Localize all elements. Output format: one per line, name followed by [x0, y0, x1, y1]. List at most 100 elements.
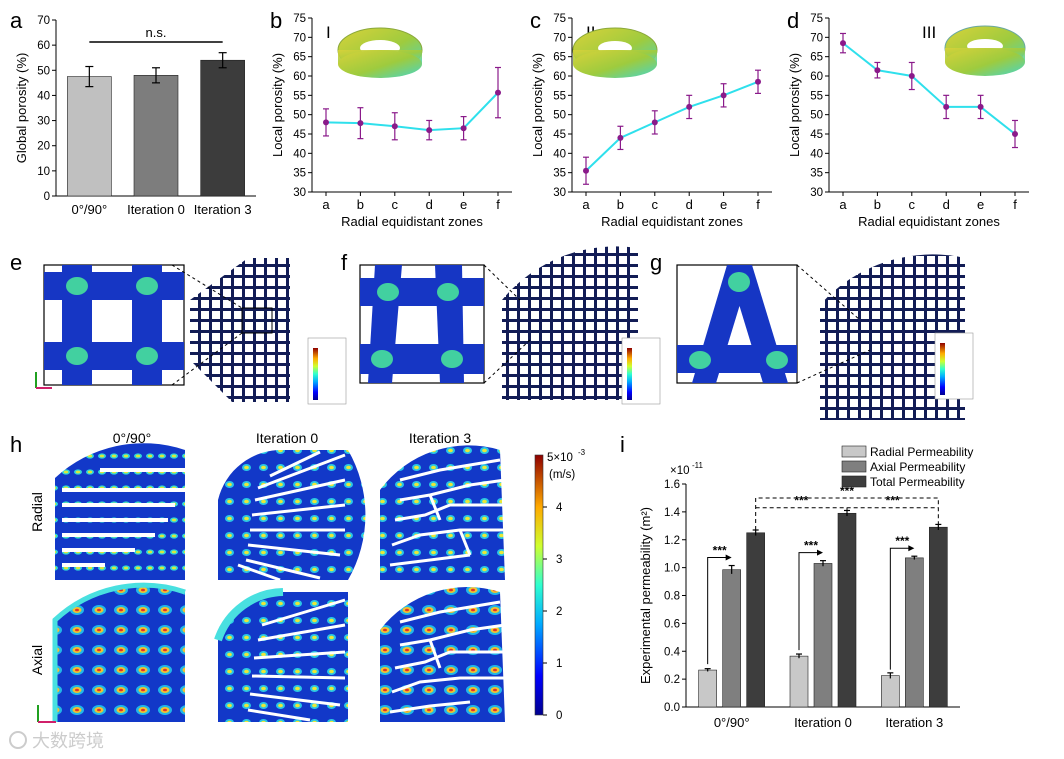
i-within-bracket	[889, 547, 911, 670]
a-bar	[133, 75, 179, 197]
d-y-tick-label: 70	[810, 32, 823, 44]
a-y-tick-label: 30	[37, 116, 50, 128]
a-y-tick-label: 50	[37, 65, 50, 77]
d-data-point	[943, 103, 950, 110]
i-x-tick-label: Iteration 3	[885, 715, 943, 730]
h-row-label-radial: Radial	[29, 492, 45, 532]
panel-label-b: b	[270, 8, 282, 33]
b-y-tick-label: 55	[293, 90, 306, 102]
a-significance-label: n.s.	[146, 25, 167, 40]
a-y-axis-label: Global porosity (%)	[14, 53, 29, 164]
c-x-tick-label: f	[756, 197, 760, 212]
d-x-tick-label: b	[874, 197, 881, 212]
b-x-axis-label: Radial equidistant zones	[341, 214, 483, 229]
i-bar	[837, 512, 857, 708]
a-y-tick-label: 20	[37, 141, 50, 153]
i-y-tick-label: 0.0	[664, 702, 680, 714]
i-within-bracket	[798, 552, 819, 651]
chart-i-permeability: 0.0 0.2 0.4 0.6 0.8 1.0 1.2 1.4 1.6 ×10 -11 Experim…	[638, 445, 973, 730]
d-data-point	[840, 40, 846, 47]
i-bar	[813, 563, 833, 708]
i-between-bracket-outer	[755, 497, 939, 530]
h-colorbar: 0 1 2 3 4 5×10 -3 (m/s)	[534, 448, 586, 722]
i-legend-label: Axial Permeability	[870, 460, 965, 474]
c-x-tick-label: a	[582, 197, 590, 212]
b-data-point	[460, 125, 467, 132]
c-y-tick-label: 40	[553, 148, 566, 160]
h-map-radial-1	[218, 449, 366, 582]
c-y-tick-label: 70	[553, 32, 566, 44]
c-y-tick-label: 35	[553, 168, 566, 180]
b-x-tick-label: f	[496, 197, 500, 212]
d-x-tick-label: a	[839, 197, 847, 212]
a-x-tick-label: Iteration 3	[194, 202, 252, 217]
a-x-tick-label: 0°/90°	[71, 202, 107, 217]
c-data-point	[720, 92, 727, 99]
c-y-axis-label: Local porosity (%)	[530, 53, 545, 157]
torus-thumbnail-c	[572, 27, 658, 78]
a-y-tick-label: 0	[44, 191, 50, 203]
b-y-tick-label: 45	[293, 129, 306, 141]
d-series-line	[842, 42, 1016, 135]
i-bar	[746, 532, 765, 708]
c-series-line	[585, 80, 759, 172]
h-colorbar-tick-label: 2	[556, 606, 562, 618]
i-within-bracket	[707, 557, 728, 665]
i-scale-exponent: -11	[692, 461, 704, 470]
i-y-tick-label: 1.0	[664, 563, 680, 575]
h-colorbar-max-exp: -3	[578, 448, 586, 457]
b-x-tick-label: a	[322, 197, 330, 212]
c-y-tick-label: 30	[553, 187, 566, 199]
h-column-header-0: 0°/90°	[113, 430, 151, 446]
a-bar	[200, 59, 245, 197]
b-roman-label: I	[326, 23, 331, 42]
chart-d-local-porosity: 30 35 40 45 50 55 60 65 70 75 a b c d e f Radial equidis…	[787, 13, 1029, 229]
a-y-tick-label: 60	[37, 40, 50, 52]
h-colorbar-tick-label: 0	[556, 710, 562, 722]
i-significance-label: ***	[804, 539, 818, 553]
d-y-tick-label: 65	[810, 52, 823, 64]
h-colorbar-tick-label: 4	[556, 502, 563, 514]
a-y-tick-label: 40	[37, 90, 50, 102]
b-y-tick-label: 75	[293, 13, 306, 25]
h-axes-icon	[37, 705, 56, 723]
d-data-point	[1012, 131, 1018, 137]
d-y-tick-label: 30	[810, 187, 823, 199]
fea-panel-g	[676, 254, 974, 420]
h-colorbar-tick-label: 1	[556, 658, 562, 670]
b-data-point	[323, 119, 329, 126]
i-legend-swatch	[841, 475, 867, 488]
c-data-point	[651, 119, 658, 126]
panel-label-h: h	[10, 432, 22, 457]
i-significance-label: ***	[895, 534, 909, 548]
i-bar	[929, 526, 948, 708]
i-scale-label: ×10	[670, 465, 690, 477]
i-y-axis-label: Experimental permeability (m²)	[638, 507, 653, 684]
a-bar	[67, 76, 112, 197]
b-data-point	[495, 89, 501, 96]
h-map-axial-1	[214, 588, 348, 722]
h-colorbar-tick-label: 3	[556, 554, 562, 566]
c-y-tick-label: 60	[553, 71, 566, 83]
torus-thumbnail-b	[337, 27, 423, 78]
c-data-point	[686, 103, 693, 110]
i-x-tick-label: Iteration 0	[794, 715, 852, 730]
b-series-line	[325, 91, 499, 132]
i-y-tick-label: 0.4	[664, 646, 681, 658]
panel-label-f: f	[341, 250, 348, 275]
panel-label-g: g	[650, 250, 662, 275]
i-legend-swatch	[841, 445, 867, 458]
b-data-point	[426, 127, 433, 134]
d-y-tick-label: 60	[810, 71, 823, 83]
b-y-tick-label: 60	[293, 71, 306, 83]
h-map-radial-0	[55, 443, 185, 580]
i-y-tick-label: 0.2	[664, 674, 680, 686]
b-data-point	[391, 123, 398, 130]
i-bar	[722, 569, 741, 708]
d-x-tick-label: e	[977, 197, 984, 212]
c-y-tick-label: 65	[553, 52, 566, 64]
a-y-tick-label: 10	[37, 166, 50, 178]
a-x-tick-label: Iteration 0	[127, 202, 185, 217]
d-data-point	[874, 67, 881, 74]
i-bar	[905, 557, 924, 708]
